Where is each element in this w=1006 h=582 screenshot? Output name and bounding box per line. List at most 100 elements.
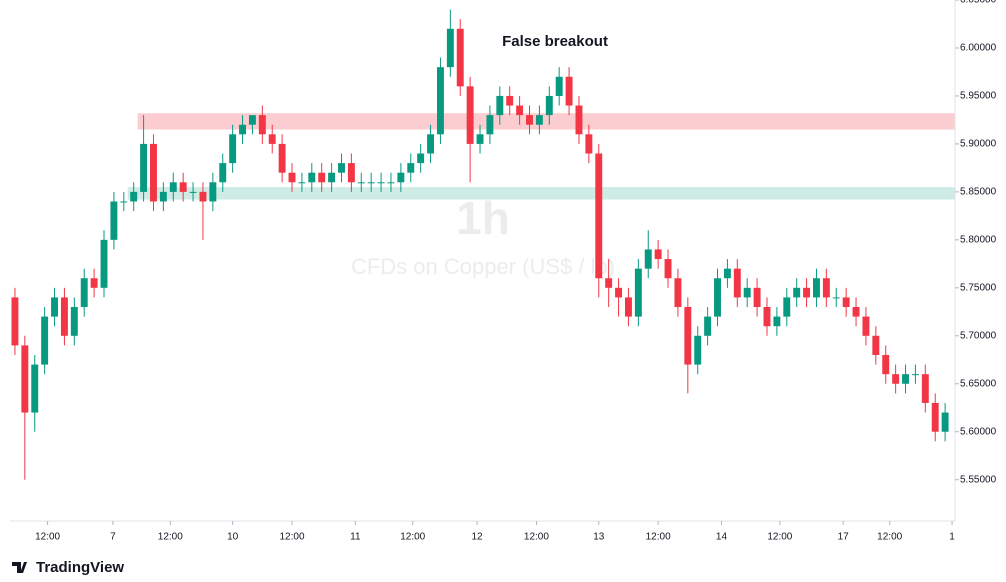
candle-body <box>476 134 484 144</box>
candle-body <box>120 201 128 203</box>
candle-body <box>110 201 118 240</box>
y-tick-label: 5.65000 <box>960 378 997 389</box>
candle-body <box>902 374 909 384</box>
candle-body <box>130 191 138 202</box>
x-tick-label: 14 <box>716 532 728 543</box>
candle-body <box>397 172 405 183</box>
candle-body <box>496 95 504 116</box>
candle-body <box>100 239 108 288</box>
candle-body <box>852 307 860 317</box>
candle-body <box>714 278 721 317</box>
candle-body <box>189 191 197 193</box>
x-tick-label: 1 <box>949 532 955 543</box>
candle-body <box>258 115 266 135</box>
watermark-subtitle: CFDs on Copper (US$ / lb) <box>351 254 615 279</box>
candle-body <box>31 364 39 413</box>
candle-body <box>684 307 692 365</box>
x-tick-label: 12:00 <box>400 532 425 543</box>
candle-body <box>535 115 543 125</box>
candle-body <box>644 249 652 269</box>
candle-body <box>803 287 811 298</box>
candle-body <box>882 354 890 375</box>
y-tick-label: 5.80000 <box>960 234 997 245</box>
candle-body <box>417 153 425 164</box>
candle-body <box>545 95 553 116</box>
y-tick-label: 6.05000 <box>960 0 997 6</box>
candle-body <box>239 124 247 135</box>
x-tick-label: 12:00 <box>524 532 549 543</box>
candle-body <box>21 345 29 413</box>
logo-icon <box>12 562 27 573</box>
candle-body <box>199 191 207 202</box>
candle-body <box>743 287 751 298</box>
candle-body <box>436 67 444 135</box>
candle-body <box>822 278 830 298</box>
candle-body <box>694 335 702 365</box>
candle-body <box>664 259 672 279</box>
y-tick-label: 5.95000 <box>960 91 997 102</box>
zones <box>127 113 956 200</box>
candle-body <box>318 172 326 183</box>
candle-body <box>615 287 623 298</box>
candle-body <box>892 374 900 384</box>
candle-body <box>585 134 593 154</box>
candle-body <box>407 163 415 173</box>
x-tick-label: 11 <box>350 532 361 543</box>
candle-body <box>872 335 880 355</box>
candle-body <box>60 297 68 336</box>
candle-body <box>328 172 336 183</box>
candle-body <box>150 143 157 202</box>
candle-body <box>387 182 395 184</box>
candle-body <box>466 86 474 144</box>
axes: 5.55000 5.60000 5.65000 5.70000 5.75000 5.800… <box>35 0 997 543</box>
candle-body <box>427 134 435 154</box>
candle-body <box>70 307 78 336</box>
candle-body <box>278 143 286 173</box>
annotation: False breakout <box>502 33 608 50</box>
candle-body <box>704 316 712 336</box>
y-tick-label: 5.70000 <box>960 330 997 341</box>
y-tick-label: 5.60000 <box>960 426 997 437</box>
candle-body <box>654 249 662 260</box>
candle-body <box>605 278 613 288</box>
candles <box>11 9 949 480</box>
candle-body <box>555 76 563 96</box>
candle-body <box>506 95 514 106</box>
candle-body <box>832 297 840 299</box>
watermark: 1h <box>456 192 510 244</box>
x-tick-label: 13 <box>593 532 605 543</box>
brand: TradingView <box>36 559 124 576</box>
x-tick-label: 12:00 <box>767 532 792 543</box>
candle-body <box>793 287 801 298</box>
candle-body <box>763 307 771 327</box>
y-tick-label: 5.75000 <box>960 282 997 293</box>
zone <box>137 113 955 130</box>
candle-body <box>931 402 939 432</box>
logo: TradingView <box>12 559 124 576</box>
candle-body <box>90 278 98 288</box>
candle-body <box>634 268 642 317</box>
candle-body <box>565 76 573 106</box>
zone <box>127 187 956 200</box>
candle-body <box>377 182 385 184</box>
candle-body <box>773 316 781 327</box>
candle-body <box>219 163 227 183</box>
candle-body <box>753 287 761 308</box>
y-tick-label: 5.85000 <box>960 187 997 198</box>
candle-body <box>842 297 850 308</box>
x-tick-label: 12:00 <box>646 532 671 543</box>
candle-body <box>595 153 603 279</box>
candle-body <box>526 115 533 125</box>
candle-body <box>516 105 524 116</box>
candle-body <box>357 182 365 184</box>
candle-body <box>338 163 345 173</box>
candle-body <box>268 134 276 144</box>
y-tick-label: 6.00000 <box>960 43 997 54</box>
candle-body <box>733 268 741 298</box>
candle-body <box>51 297 58 317</box>
candle-body <box>140 143 148 192</box>
candle-body <box>624 297 632 317</box>
candle-body <box>298 182 306 184</box>
